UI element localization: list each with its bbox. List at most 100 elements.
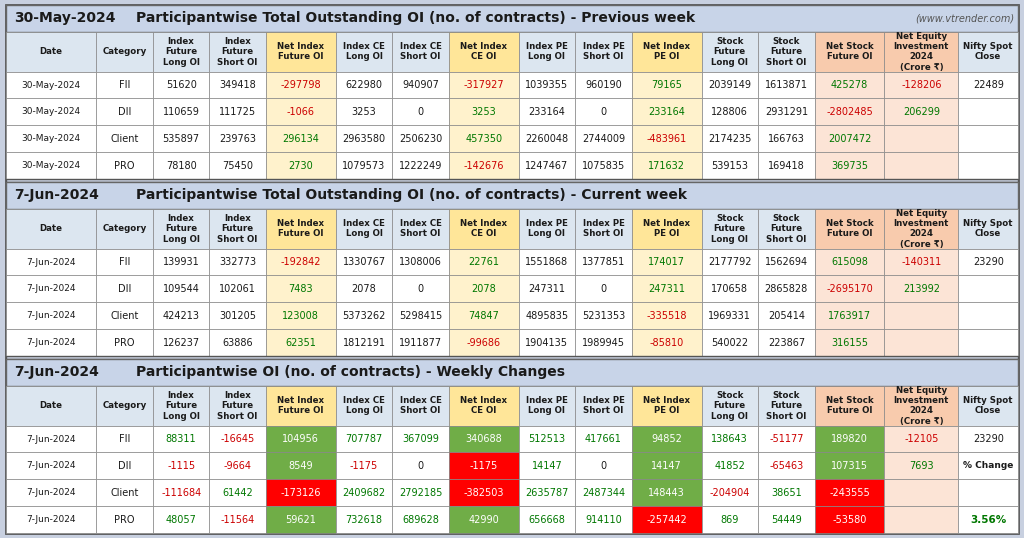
- Text: Index CE
Short OI: Index CE Short OI: [399, 219, 441, 238]
- Text: 535897: 535897: [163, 134, 200, 144]
- Bar: [96, 275, 153, 302]
- Bar: [958, 98, 1018, 125]
- Text: Index CE
Long OI: Index CE Long OI: [343, 219, 385, 238]
- Bar: [392, 72, 449, 98]
- Text: 59621: 59621: [286, 514, 316, 525]
- Text: 139931: 139931: [163, 257, 200, 267]
- Text: 622980: 622980: [345, 80, 383, 90]
- Text: 332773: 332773: [219, 257, 256, 267]
- Text: 233164: 233164: [648, 107, 685, 117]
- Bar: [758, 329, 814, 356]
- Text: Index PE
Short OI: Index PE Short OI: [583, 396, 625, 415]
- Text: 169418: 169418: [768, 160, 805, 171]
- Text: 111725: 111725: [219, 107, 256, 117]
- Bar: [885, 249, 958, 275]
- Text: 14147: 14147: [651, 461, 682, 471]
- Bar: [153, 72, 210, 98]
- Bar: [632, 506, 701, 533]
- Bar: [6, 452, 96, 479]
- Text: 148443: 148443: [648, 488, 685, 498]
- Bar: [210, 426, 266, 452]
- Text: 0: 0: [418, 461, 424, 471]
- Bar: [632, 98, 701, 125]
- Text: Category: Category: [102, 401, 146, 410]
- Bar: [392, 386, 449, 426]
- Text: 7-Jun-2024: 7-Jun-2024: [27, 285, 76, 293]
- Text: Net Stock
Future OI: Net Stock Future OI: [825, 42, 873, 61]
- Text: 247311: 247311: [648, 284, 685, 294]
- Text: 206299: 206299: [903, 107, 940, 117]
- Bar: [6, 506, 96, 533]
- Bar: [885, 32, 958, 72]
- Bar: [758, 275, 814, 302]
- Bar: [758, 125, 814, 152]
- Text: 2635787: 2635787: [525, 488, 568, 498]
- Bar: [885, 386, 958, 426]
- Bar: [449, 386, 519, 426]
- Bar: [266, 479, 336, 506]
- Bar: [758, 249, 814, 275]
- Text: 4895835: 4895835: [525, 311, 568, 321]
- Bar: [814, 506, 885, 533]
- Text: 7-Jun-2024: 7-Jun-2024: [14, 188, 99, 202]
- Bar: [519, 386, 575, 426]
- Bar: [519, 426, 575, 452]
- Bar: [96, 329, 153, 356]
- Bar: [210, 452, 266, 479]
- Bar: [153, 506, 210, 533]
- Text: Nifty Spot
Close: Nifty Spot Close: [964, 396, 1013, 415]
- Bar: [153, 426, 210, 452]
- Text: 23290: 23290: [973, 257, 1004, 267]
- Bar: [701, 152, 758, 179]
- Bar: [392, 209, 449, 249]
- Bar: [701, 329, 758, 356]
- Text: 14147: 14147: [531, 461, 562, 471]
- Bar: [6, 249, 96, 275]
- Text: 205414: 205414: [768, 311, 805, 321]
- Text: 1330767: 1330767: [342, 257, 386, 267]
- Bar: [392, 275, 449, 302]
- Text: 2039149: 2039149: [709, 80, 752, 90]
- Bar: [758, 72, 814, 98]
- Bar: [153, 249, 210, 275]
- Text: -51177: -51177: [769, 434, 804, 444]
- Text: PRO: PRO: [115, 160, 135, 171]
- Bar: [96, 125, 153, 152]
- Text: 457350: 457350: [465, 134, 503, 144]
- Text: 51620: 51620: [166, 80, 197, 90]
- Text: 7-Jun-2024: 7-Jun-2024: [27, 435, 76, 443]
- Text: 316155: 316155: [831, 337, 868, 348]
- Bar: [519, 125, 575, 152]
- Text: 2078: 2078: [351, 284, 377, 294]
- Bar: [153, 479, 210, 506]
- Bar: [392, 302, 449, 329]
- Text: 960190: 960190: [585, 80, 622, 90]
- Bar: [153, 275, 210, 302]
- Bar: [632, 275, 701, 302]
- Bar: [885, 452, 958, 479]
- Text: FII: FII: [119, 257, 130, 267]
- Text: 128806: 128806: [712, 107, 749, 117]
- Bar: [6, 125, 96, 152]
- Text: -65463: -65463: [769, 461, 804, 471]
- Text: Participantwise OI (no. of contracts) - Weekly Changes: Participantwise OI (no. of contracts) - …: [136, 365, 565, 379]
- Bar: [153, 125, 210, 152]
- Bar: [814, 249, 885, 275]
- Text: 213992: 213992: [903, 284, 940, 294]
- Bar: [266, 125, 336, 152]
- Text: 656668: 656668: [528, 514, 565, 525]
- Bar: [814, 452, 885, 479]
- Text: 30-May-2024: 30-May-2024: [22, 134, 81, 143]
- Bar: [6, 98, 96, 125]
- Text: Index
Future
Long OI: Index Future Long OI: [163, 391, 200, 421]
- Text: 75450: 75450: [222, 160, 253, 171]
- Bar: [392, 32, 449, 72]
- Text: 166763: 166763: [768, 134, 805, 144]
- Bar: [701, 386, 758, 426]
- Text: Client: Client: [111, 488, 139, 498]
- Bar: [336, 329, 392, 356]
- Text: Participantwise Total Outstanding OI (no. of contracts) - Previous week: Participantwise Total Outstanding OI (no…: [136, 11, 695, 25]
- Text: -11564: -11564: [220, 514, 255, 525]
- Text: Net Index
Future OI: Net Index Future OI: [278, 219, 325, 238]
- Bar: [266, 506, 336, 533]
